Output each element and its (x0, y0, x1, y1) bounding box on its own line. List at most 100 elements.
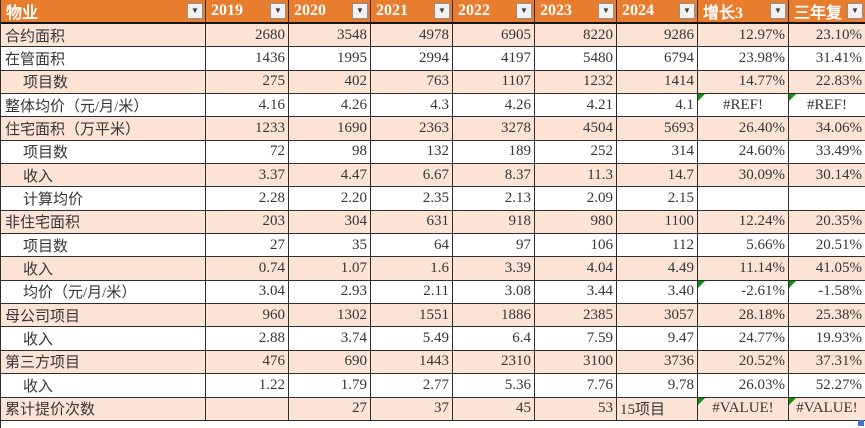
filter-dropdown-button[interactable]: ▼ (187, 3, 203, 19)
table-cell[interactable]: 1302 (289, 304, 371, 328)
table-cell[interactable]: 106 (535, 234, 617, 258)
row-label-cell[interactable]: 收入 (1, 374, 206, 398)
table-cell[interactable]: 132 (371, 140, 453, 165)
table-cell[interactable]: 3.44 (535, 280, 617, 305)
table-cell[interactable]: #REF! (789, 94, 865, 118)
table-cell[interactable]: 15项目 (617, 397, 698, 421)
table-cell[interactable]: 37 (371, 397, 453, 421)
table-cell[interactable]: 252 (535, 140, 617, 165)
table-cell[interactable]: 20.51% (789, 234, 865, 258)
table-cell[interactable]: 3.40 (617, 280, 698, 305)
table-cell[interactable]: 9.47 (617, 327, 698, 351)
table-cell[interactable]: 4.3 (371, 94, 453, 118)
row-label-cell[interactable]: 累计提价次数 (1, 397, 206, 421)
table-cell[interactable]: 3.74 (289, 327, 371, 351)
table-cell[interactable]: 33.49% (789, 140, 865, 165)
table-cell[interactable]: 3100 (535, 350, 617, 375)
table-cell[interactable]: 2.15 (617, 187, 698, 211)
table-cell[interactable]: 1414 (617, 70, 698, 95)
table-cell[interactable]: 25.38% (789, 304, 865, 328)
table-cell[interactable]: 4.26 (289, 94, 371, 118)
table-cell[interactable]: 690 (289, 350, 371, 375)
table-cell[interactable]: 2680 (206, 24, 289, 48)
row-label-cell[interactable]: 住宅面积（万平米） (1, 117, 206, 141)
table-cell[interactable]: 3548 (289, 24, 371, 48)
table-cell[interactable]: 275 (206, 70, 289, 95)
table-cell[interactable]: 0.74 (206, 257, 289, 281)
table-cell[interactable]: 4.16 (206, 94, 289, 118)
table-cell[interactable]: 23.10% (789, 24, 865, 48)
table-cell[interactable]: 34.06% (789, 117, 865, 141)
column-header-0[interactable]: 物业 ▼ (1, 0, 206, 24)
table-cell[interactable]: 41.05% (789, 257, 865, 281)
table-cell[interactable]: 4.21 (535, 94, 617, 118)
table-cell[interactable]: 30.14% (789, 164, 865, 188)
table-cell[interactable]: 30.09% (698, 164, 789, 188)
table-cell[interactable]: 53 (535, 397, 617, 421)
row-label-cell[interactable]: 母公司项目 (1, 304, 206, 328)
table-cell[interactable]: 2.93 (289, 280, 371, 305)
column-header-6[interactable]: 2024 ▼ (617, 0, 698, 24)
row-label-cell[interactable]: 收入 (1, 164, 206, 188)
table-cell[interactable]: #VALUE! (698, 397, 789, 421)
filter-dropdown-button[interactable]: ▼ (434, 3, 450, 19)
table-cell[interactable]: 20.35% (789, 210, 865, 235)
filter-dropdown-button[interactable]: ▼ (352, 3, 368, 19)
table-cell[interactable]: 8220 (535, 24, 617, 48)
row-label-cell[interactable]: 收入 (1, 327, 206, 351)
column-header-7[interactable]: 增长3 ▼ (698, 0, 789, 24)
table-cell[interactable]: 1100 (617, 210, 698, 235)
table-cell[interactable] (789, 187, 865, 211)
filter-dropdown-button[interactable]: ▼ (679, 3, 695, 19)
column-header-2[interactable]: 2020 ▼ (289, 0, 371, 24)
table-cell[interactable]: 1.6 (371, 257, 453, 281)
table-cell[interactable]: 4.47 (289, 164, 371, 188)
table-cell[interactable]: 3.39 (453, 257, 535, 281)
row-label-cell[interactable]: 整体均价（元/月/米） (1, 94, 206, 118)
table-cell[interactable]: 7.59 (535, 327, 617, 351)
table-cell[interactable]: 112 (617, 234, 698, 258)
table-cell[interactable]: 1436 (206, 47, 289, 71)
table-cell[interactable]: 5.36 (453, 374, 535, 398)
table-cell[interactable]: 2385 (535, 304, 617, 328)
table-cell[interactable]: 3.04 (206, 280, 289, 305)
table-cell[interactable]: 14.7 (617, 164, 698, 188)
filter-dropdown-button[interactable]: ▼ (770, 3, 786, 19)
table-cell[interactable]: 5693 (617, 117, 698, 141)
table-cell[interactable]: 1551 (371, 304, 453, 328)
column-header-4[interactable]: 2022 ▼ (453, 0, 535, 24)
table-cell[interactable]: 35 (289, 234, 371, 258)
table-cell[interactable]: 24.60% (698, 140, 789, 165)
table-cell[interactable]: 3057 (617, 304, 698, 328)
row-label-cell[interactable]: 非住宅面积 (1, 210, 206, 235)
table-cell[interactable]: 314 (617, 140, 698, 165)
table-cell[interactable]: 4.04 (535, 257, 617, 281)
table-cell[interactable]: 3.08 (453, 280, 535, 305)
column-header-3[interactable]: 2021 ▼ (371, 0, 453, 24)
table-cell[interactable]: 45 (453, 397, 535, 421)
table-cell[interactable]: 72 (206, 140, 289, 165)
table-cell[interactable]: 5.49 (371, 327, 453, 351)
table-cell[interactable]: 2.09 (535, 187, 617, 211)
table-cell[interactable]: 12.97% (698, 24, 789, 48)
table-cell[interactable]: 20.52% (698, 350, 789, 375)
table-cell[interactable]: 631 (371, 210, 453, 235)
table-cell[interactable]: 11.14% (698, 257, 789, 281)
table-cell[interactable]: 4.1 (617, 94, 698, 118)
row-label-cell[interactable]: 均价（元/月/米） (1, 280, 206, 305)
table-cell[interactable]: 14.77% (698, 70, 789, 95)
column-header-1[interactable]: 2019 ▼ (206, 0, 289, 24)
table-cell[interactable]: -2.61% (698, 280, 789, 305)
table-cell[interactable]: 1443 (371, 350, 453, 375)
table-cell[interactable]: 6.4 (453, 327, 535, 351)
table-cell[interactable]: 189 (453, 140, 535, 165)
table-cell[interactable]: 12.24% (698, 210, 789, 235)
table-cell[interactable]: 5.66% (698, 234, 789, 258)
table-cell[interactable]: 98 (289, 140, 371, 165)
table-cell[interactable]: 1.79 (289, 374, 371, 398)
table-cell[interactable]: 960 (206, 304, 289, 328)
table-cell[interactable]: 2.11 (371, 280, 453, 305)
row-label-cell[interactable]: 项目数 (1, 140, 206, 165)
table-cell[interactable]: 304 (289, 210, 371, 235)
table-cell[interactable]: 918 (453, 210, 535, 235)
